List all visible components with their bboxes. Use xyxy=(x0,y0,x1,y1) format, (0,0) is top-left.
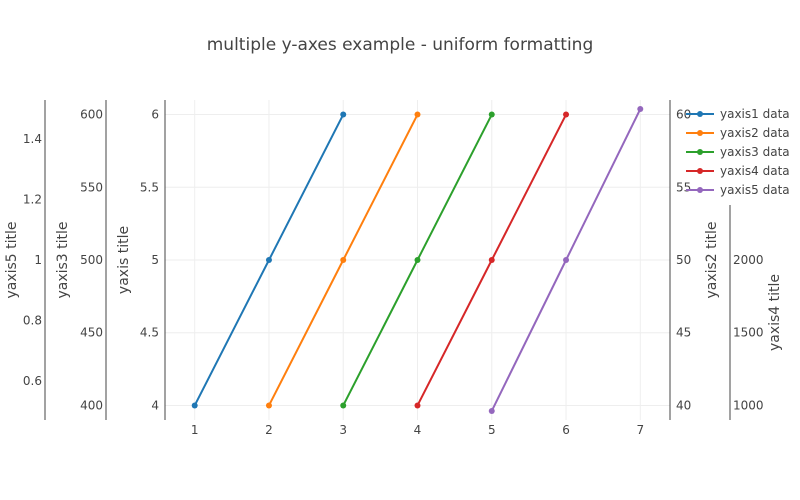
y3-tick-label: 400 xyxy=(80,398,103,412)
y3-tick-label: 550 xyxy=(80,180,103,194)
x-tick-label: 5 xyxy=(488,423,496,437)
data-point[interactable] xyxy=(340,402,347,409)
y2-tick-label: 50 xyxy=(676,253,691,267)
data-point[interactable] xyxy=(340,257,347,263)
legend-item[interactable]: yaxis4 data xyxy=(686,164,790,178)
legend: yaxis1 data yaxis2 data yaxis3 data yaxis4 … xyxy=(686,107,790,197)
data-point[interactable] xyxy=(340,111,347,118)
legend-marker xyxy=(697,111,703,117)
x-tick-label: 2 xyxy=(265,423,273,437)
legend-label: yaxis3 data xyxy=(720,145,790,159)
data-point[interactable] xyxy=(414,402,421,409)
y5-tick-label: 0.8 xyxy=(23,313,42,327)
y3-tick-label: 450 xyxy=(80,326,103,340)
y5-tick-label: 0.6 xyxy=(23,374,42,388)
data-point[interactable] xyxy=(488,407,495,414)
data-point[interactable] xyxy=(265,257,272,263)
legend-marker xyxy=(697,130,703,136)
y2-axis-title: yaxis2 title xyxy=(704,221,720,298)
legend-marker xyxy=(697,187,703,193)
data-point[interactable] xyxy=(563,257,570,263)
chart-title: multiple y-axes example - uniform format… xyxy=(207,35,594,55)
data-point[interactable] xyxy=(414,257,421,263)
x-tick-label: 1 xyxy=(191,423,199,437)
y-axis-title: yaxis title xyxy=(116,226,132,294)
legend-marker xyxy=(697,168,703,174)
data-point[interactable] xyxy=(488,111,495,118)
legend-label: yaxis1 data xyxy=(720,107,790,121)
data-point[interactable] xyxy=(414,111,421,118)
x-tick-label: 3 xyxy=(339,423,347,437)
data-point[interactable] xyxy=(488,257,495,263)
y3-tick-label: 500 xyxy=(80,253,103,267)
x-tick-label: 7 xyxy=(636,423,644,437)
legend-item[interactable]: yaxis2 data xyxy=(686,126,790,140)
y2-tick-label: 55 xyxy=(676,180,691,194)
legend-label: yaxis4 data xyxy=(720,164,790,178)
x-tick-label: 4 xyxy=(414,423,422,437)
y5-axis-title: yaxis5 title xyxy=(4,221,20,298)
data-point[interactable] xyxy=(637,106,644,113)
data-point[interactable] xyxy=(265,402,272,409)
y-tick-label: 4 xyxy=(151,398,159,412)
y3-tick-label: 600 xyxy=(80,108,103,122)
y4-tick-label: 2000 xyxy=(733,253,764,267)
y4-tick-label: 1500 xyxy=(733,326,764,340)
y-tick-label: 6 xyxy=(151,108,159,122)
y5-tick-label: 1 xyxy=(34,253,42,267)
legend-item[interactable]: yaxis1 data xyxy=(686,107,790,121)
y2-tick-label: 60 xyxy=(676,108,691,122)
y4-axis-title: yaxis4 title xyxy=(767,274,783,351)
y5-tick-label: 1.4 xyxy=(23,132,42,146)
y5-tick-label: 1.2 xyxy=(23,193,42,207)
y2-tick-label: 45 xyxy=(676,326,691,340)
data-point[interactable] xyxy=(191,402,198,409)
y3-axis-title: yaxis3 title xyxy=(55,221,71,298)
legend-label: yaxis2 data xyxy=(720,126,790,140)
data-point[interactable] xyxy=(563,111,570,118)
legend-label: yaxis5 data xyxy=(720,183,790,197)
x-tick-label: 6 xyxy=(562,423,570,437)
series xyxy=(191,106,644,414)
y-tick-label: 4.5 xyxy=(140,326,159,340)
y-tick-label: 5 xyxy=(151,253,159,267)
y2-tick-label: 40 xyxy=(676,398,691,412)
legend-marker xyxy=(697,149,703,155)
legend-item[interactable]: yaxis5 data xyxy=(686,183,790,197)
legend-item[interactable]: yaxis3 data xyxy=(686,145,790,159)
y4-tick-label: 1000 xyxy=(733,398,764,412)
y-tick-label: 5.5 xyxy=(140,180,159,194)
